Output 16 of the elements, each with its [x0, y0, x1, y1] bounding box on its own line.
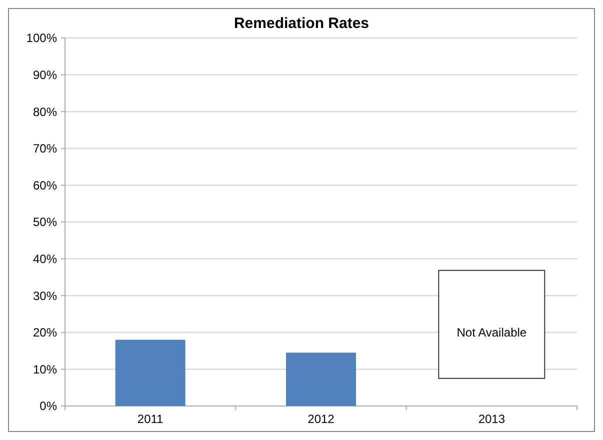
x-tick-label: 2013 [478, 412, 506, 426]
x-tick-label: 2011 [137, 412, 164, 426]
chart-title: Remediation Rates [234, 15, 370, 32]
annotation: Not Available [456, 326, 527, 340]
y-tick-label: 40% [32, 252, 58, 266]
y-tick-label: 20% [32, 326, 58, 340]
y-tick-label: 90% [32, 68, 58, 82]
y-tick-label: 80% [32, 104, 58, 119]
x-tick-label: 2012 [308, 412, 335, 426]
y-tick-label: 100% [26, 31, 58, 46]
y-tick-label: 30% [32, 288, 58, 303]
y-tick-label: 50% [32, 215, 58, 230]
y-tick-label: 10% [32, 362, 58, 376]
y-tick-label: 0% [40, 399, 58, 414]
y-tick-label: 60% [32, 178, 58, 192]
y-tick-label: 70% [32, 142, 58, 156]
